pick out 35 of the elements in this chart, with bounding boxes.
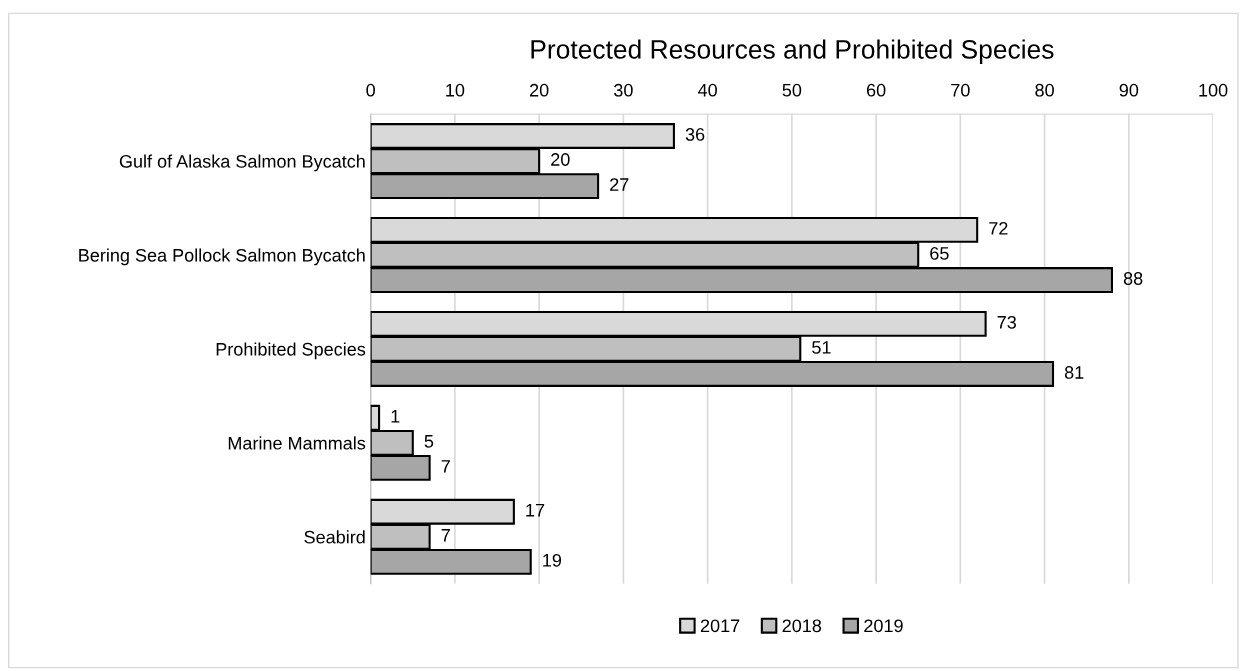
x-tick-label: 10 <box>446 83 465 97</box>
y-tick-label: Prohibited Species <box>216 342 366 360</box>
x-tick-label: 0 <box>366 83 375 97</box>
x-tick-label: 70 <box>951 83 970 97</box>
data-label: 81 <box>1064 366 1084 379</box>
y-tick-label: Bering Sea Pollock Salmon Bycatch <box>79 248 365 266</box>
data-label: 73 <box>997 315 1017 329</box>
data-label: 7 <box>441 529 450 542</box>
data-label: 51 <box>812 341 831 354</box>
data-label: 88 <box>1123 272 1143 285</box>
chart-title: Protected Resources and Prohibited Species <box>531 39 1054 64</box>
legend-label: 2018 <box>782 619 822 633</box>
legend-label: 2019 <box>864 619 903 633</box>
x-tick-label: 20 <box>530 83 549 97</box>
data-label: 19 <box>543 553 562 567</box>
data-label: 1 <box>391 410 400 423</box>
y-tick-label: Gulf of Alaska Salmon Bycatch <box>119 154 365 172</box>
x-tick-label: 60 <box>866 83 886 97</box>
x-tick-label: 50 <box>782 83 802 97</box>
x-tick-label: 100 <box>1199 83 1228 97</box>
legend-label: 2017 <box>700 619 740 633</box>
data-label: 72 <box>989 221 1008 235</box>
x-tick-label: 40 <box>697 83 717 97</box>
y-tick-label: Seabird <box>304 530 365 544</box>
x-tick-label: 90 <box>1119 83 1139 97</box>
data-label: 27 <box>610 178 629 191</box>
data-label: 20 <box>551 153 570 166</box>
x-tick-label: 30 <box>614 83 633 97</box>
data-label: 65 <box>930 247 949 260</box>
data-label: 36 <box>685 128 705 141</box>
y-tick-label: Marine Mammals <box>228 436 366 450</box>
x-tick-label: 80 <box>1035 83 1054 97</box>
data-label: 17 <box>526 504 545 517</box>
data-label: 5 <box>424 435 434 448</box>
data-label: 7 <box>441 460 450 473</box>
